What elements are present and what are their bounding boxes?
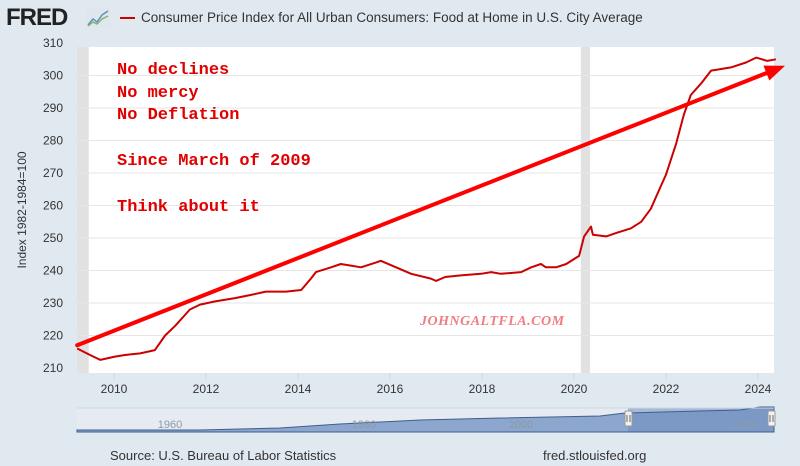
y-tick-label: 260 bbox=[43, 199, 63, 213]
series-line bbox=[76, 56, 777, 361]
range-navigator[interactable]: 1960 1980 2000 2020 bbox=[76, 406, 776, 433]
x-tick-label: 2010 bbox=[101, 382, 128, 396]
y-tick-label: 220 bbox=[43, 329, 63, 343]
y-tick-label: 290 bbox=[43, 101, 63, 115]
navigator-left-handle[interactable] bbox=[624, 410, 633, 427]
navigator-right-handle[interactable] bbox=[767, 410, 776, 427]
source-label: Source: U.S. Bureau of Labor Statistics bbox=[110, 448, 337, 463]
annotation-text: No declines bbox=[117, 61, 229, 80]
x-tick-label: 2018 bbox=[469, 382, 496, 396]
navigator-year-label: 1960 bbox=[158, 419, 182, 431]
y-tick-label: 240 bbox=[43, 264, 63, 278]
annotation-text: No Deflation bbox=[117, 106, 239, 125]
navigator-year-label: 1980 bbox=[352, 419, 376, 431]
chart-title: Consumer Price Index for All Urban Consu… bbox=[141, 10, 643, 25]
y-tick-label: 230 bbox=[43, 296, 63, 310]
y-tick-label: 270 bbox=[43, 166, 63, 180]
trend-arrow-head bbox=[763, 65, 785, 81]
trend-arrow-shaft bbox=[75, 71, 769, 348]
watermark-text: JOHNGALTFLA.COM bbox=[419, 314, 565, 329]
navigator-year-label: 2000 bbox=[509, 419, 533, 431]
annotation-text: Since March of 2009 bbox=[117, 152, 311, 171]
series-group bbox=[76, 56, 777, 361]
x-tick-label: 2016 bbox=[377, 382, 404, 396]
navigator-year-label: 2020 bbox=[734, 419, 758, 431]
fred-url-link[interactable]: fred.stlouisfed.org bbox=[543, 448, 647, 463]
x-axis-ticks: 2010 2012 2014 2016 2018 2020 2022 2024 bbox=[101, 373, 772, 396]
chart-header: FRED Consumer Price Index for All Urban … bbox=[0, 0, 800, 36]
annotation-text: Think about it bbox=[117, 198, 260, 217]
legend-series-swatch bbox=[120, 17, 135, 19]
x-tick-label: 2014 bbox=[285, 382, 312, 396]
y-axis-ticks: 210 220 230 240 250 260 270 280 290 300 310 bbox=[43, 36, 63, 375]
y-tick-label: 210 bbox=[43, 361, 63, 375]
x-tick-label: 2022 bbox=[653, 382, 680, 396]
y-tick-label: 250 bbox=[43, 231, 63, 245]
gridlines bbox=[77, 75, 774, 336]
navigator-series-area bbox=[76, 406, 775, 433]
recession-band bbox=[580, 47, 591, 373]
recession-shading bbox=[77, 47, 591, 373]
plot-area-background bbox=[77, 47, 774, 373]
x-tick-label: 2012 bbox=[193, 382, 220, 396]
y-tick-label: 280 bbox=[43, 134, 63, 148]
annotation-text: No mercy bbox=[117, 84, 199, 103]
fred-logo[interactable]: FRED bbox=[6, 4, 68, 31]
x-tick-label: 2020 bbox=[561, 382, 588, 396]
line-chart-icon bbox=[86, 8, 110, 28]
y-axis-label: Index 1982-1984=100 bbox=[15, 151, 29, 268]
y-tick-label: 300 bbox=[43, 69, 63, 83]
recession-band bbox=[77, 47, 89, 373]
x-tick-label: 2024 bbox=[745, 382, 772, 396]
y-tick-label: 310 bbox=[43, 36, 63, 50]
annotations: No declines No mercy No Deflation Since Mar… bbox=[75, 61, 785, 348]
